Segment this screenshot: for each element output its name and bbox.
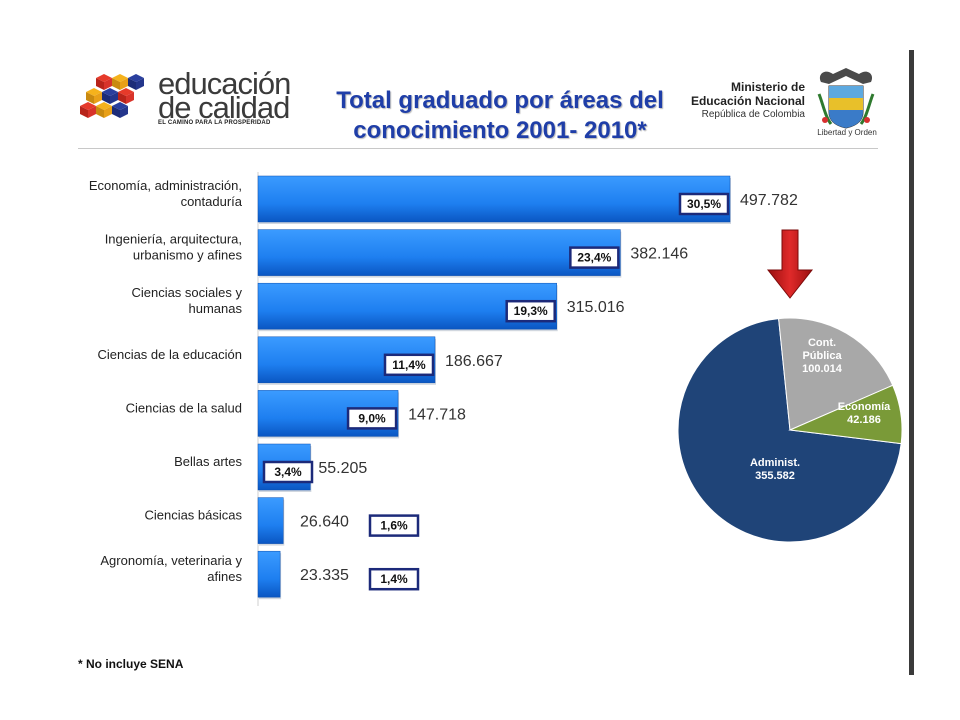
crest-caption: Libertad y Orden <box>817 128 877 137</box>
header-divider <box>78 148 878 149</box>
title-line-1: Total graduado por áreas del <box>336 87 664 114</box>
percent-box <box>346 407 398 430</box>
pie-slice-label: Economía 42.186 <box>838 401 891 426</box>
category-label: Ciencias básicas <box>144 508 242 523</box>
percent-label: 23,4% <box>577 251 611 265</box>
bar <box>257 550 281 598</box>
logo-text-line2: de calidad <box>158 90 290 125</box>
ministry-line-3: República de Colombia <box>701 109 805 120</box>
percent-label: 11,4% <box>392 358 426 372</box>
pie-group: Administ. 355.582 Cont. Pública 100.014 Econo… <box>677 317 903 543</box>
page-title: Total graduado por áreas del conocimient… <box>300 86 700 146</box>
ministry-block: Ministerio de Educación Nacional Repúbli… <box>690 80 805 122</box>
ministry-line-2: Educación Nacional <box>690 94 805 108</box>
value-label: 382.146 <box>630 246 688 263</box>
value-label: 315.016 <box>567 299 625 316</box>
pie-slice-label: Cont. Pública 100.014 <box>802 337 843 375</box>
percent-box <box>678 192 730 216</box>
educacion-de-calidad-logo: educación de calidad EL CAMINO PARA LA P… <box>78 66 291 130</box>
category-label: Bellas artes <box>174 454 242 469</box>
down-arrow-icon <box>766 229 814 299</box>
right-edge-bar <box>909 50 914 675</box>
ministry-line-1: Ministerio de <box>730 80 805 94</box>
percent-label: 9,0% <box>358 411 386 425</box>
category-label: Ingeniería, arquitectura, urbanismo y afi… <box>105 232 243 263</box>
bar <box>257 229 621 276</box>
category-label: Economía, administración, contaduría <box>89 178 243 209</box>
bar <box>257 497 284 544</box>
category-label: Agronomía, veterinaria y afines <box>100 553 242 584</box>
percent-box <box>569 246 620 269</box>
percent-label: 3,4% <box>274 465 302 479</box>
value-label: 497.782 <box>740 192 798 209</box>
percent-box <box>505 299 556 323</box>
pie-slice <box>778 317 894 431</box>
value-label: 186.667 <box>445 353 503 370</box>
footnote: * No incluye SENA <box>78 657 184 671</box>
percent-label: 1,4% <box>380 572 408 586</box>
percent-box <box>368 567 420 591</box>
logo-cubes-icon <box>80 74 144 118</box>
category-label: Ciencias de la educación <box>97 347 242 362</box>
value-label: 147.718 <box>408 406 466 423</box>
logo-text-line1: educación <box>158 66 291 101</box>
title-line-2: conocimiento 2001- 2010* <box>353 117 647 144</box>
bar <box>257 175 731 223</box>
pie-slice <box>788 384 903 445</box>
value-label: 55.205 <box>318 460 367 477</box>
bars-group: Economía, administración, contaduría 497.7… <box>89 175 798 600</box>
percent-box <box>383 353 435 377</box>
percent-label: 19,3% <box>514 304 548 318</box>
colombia-crest-icon <box>817 68 875 129</box>
pie-slice-label: Administ. 355.582 <box>750 457 800 482</box>
value-label: 26.640 <box>300 514 349 531</box>
logo-tagline: EL CAMINO PARA LA PROSPERIDAD <box>158 120 271 126</box>
value-label: 23.335 <box>300 567 349 584</box>
category-label: Ciencias sociales y humanas <box>131 285 242 316</box>
percent-label: 30,5% <box>687 197 721 211</box>
category-label: Ciencias de la salud <box>126 400 242 415</box>
percent-box <box>368 514 420 537</box>
percent-label: 1,6% <box>380 519 408 533</box>
percent-box <box>262 460 314 484</box>
